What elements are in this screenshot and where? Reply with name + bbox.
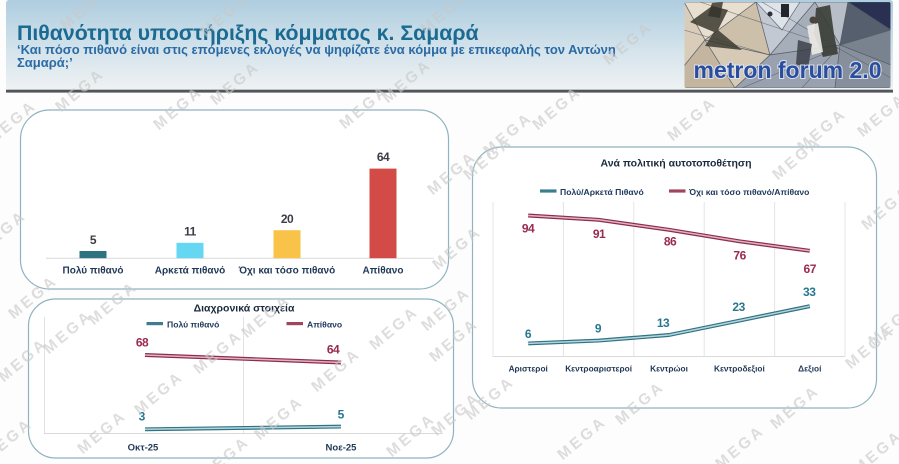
svg-text:Κεντροδεξιοί: Κεντροδεξιοί bbox=[714, 363, 765, 373]
svg-text:MEGA: MEGA bbox=[850, 427, 899, 464]
svg-text:metron forum 2.0: metron forum 2.0 bbox=[694, 57, 882, 83]
svg-text:Αριστεροί: Αριστεροί bbox=[509, 363, 549, 373]
svg-text:3: 3 bbox=[139, 410, 146, 424]
svg-text:Όχι και τόσο πιθανό: Όχι και τόσο πιθανό bbox=[238, 266, 335, 277]
svg-text:Δεξιοί: Δεξιοί bbox=[798, 363, 822, 373]
svg-text:13: 13 bbox=[657, 316, 670, 330]
svg-text:64: 64 bbox=[327, 343, 340, 357]
svg-text:33: 33 bbox=[803, 285, 816, 299]
svg-text:Απίθανο: Απίθανο bbox=[307, 320, 342, 330]
svg-text:23: 23 bbox=[732, 300, 745, 314]
svg-text:Οκτ-25: Οκτ-25 bbox=[128, 443, 159, 454]
svg-text:20: 20 bbox=[281, 212, 294, 226]
svg-text:5: 5 bbox=[90, 233, 97, 247]
svg-text:76: 76 bbox=[733, 249, 746, 263]
svg-text:MEGA: MEGA bbox=[664, 94, 720, 145]
svg-text:67: 67 bbox=[804, 262, 817, 276]
svg-text:Κεντροαριστεροί: Κεντροαριστεροί bbox=[565, 363, 633, 373]
svg-text:MEGA: MEGA bbox=[379, 56, 435, 107]
svg-text:MEGA: MEGA bbox=[417, 0, 473, 38]
svg-text:Όχι και τόσο πιθανό/Απίθανο: Όχι και τόσο πιθανό/Απίθανο bbox=[688, 187, 809, 197]
svg-text:68: 68 bbox=[136, 336, 149, 350]
svg-text:MEGA: MEGA bbox=[712, 422, 768, 464]
svg-text:Αρκετά πιθανό: Αρκετά πιθανό bbox=[155, 266, 226, 277]
svg-text:Πολύ πιθανό: Πολύ πιθανό bbox=[167, 320, 219, 330]
svg-text:64: 64 bbox=[377, 150, 390, 164]
svg-text:11: 11 bbox=[184, 225, 197, 239]
svg-text:Πολύ πιθανό: Πολύ πιθανό bbox=[63, 266, 124, 277]
svg-text:MEGA: MEGA bbox=[57, 0, 113, 34]
svg-text:86: 86 bbox=[664, 234, 677, 248]
svg-text:MEGA: MEGA bbox=[854, 90, 899, 141]
svg-text:Νοε-25: Νοε-25 bbox=[326, 443, 358, 454]
svg-text:Ανά πολιτική αυτοτοποθέτηση: Ανά πολιτική αυτοτοποθέτηση bbox=[601, 158, 752, 170]
svg-text:MEGA: MEGA bbox=[207, 58, 263, 109]
svg-text:Πολύ/Αρκετά Πιθανό: Πολύ/Αρκετά Πιθανό bbox=[560, 187, 644, 197]
svg-text:Απίθανο: Απίθανο bbox=[363, 266, 404, 277]
svg-text:MEGA: MEGA bbox=[600, 18, 656, 69]
svg-text:94: 94 bbox=[522, 222, 535, 236]
svg-text:6: 6 bbox=[525, 327, 532, 341]
svg-text:9: 9 bbox=[595, 322, 602, 336]
svg-text:Κεντρώοι: Κεντρώοι bbox=[650, 363, 688, 373]
svg-text:91: 91 bbox=[593, 227, 606, 241]
svg-text:5: 5 bbox=[338, 408, 345, 422]
svg-text:Διαχρονικά στοιχεία: Διαχρονικά στοιχεία bbox=[194, 303, 295, 315]
svg-text:MEGA: MEGA bbox=[554, 413, 610, 464]
svg-text:MEGA: MEGA bbox=[197, 0, 253, 41]
